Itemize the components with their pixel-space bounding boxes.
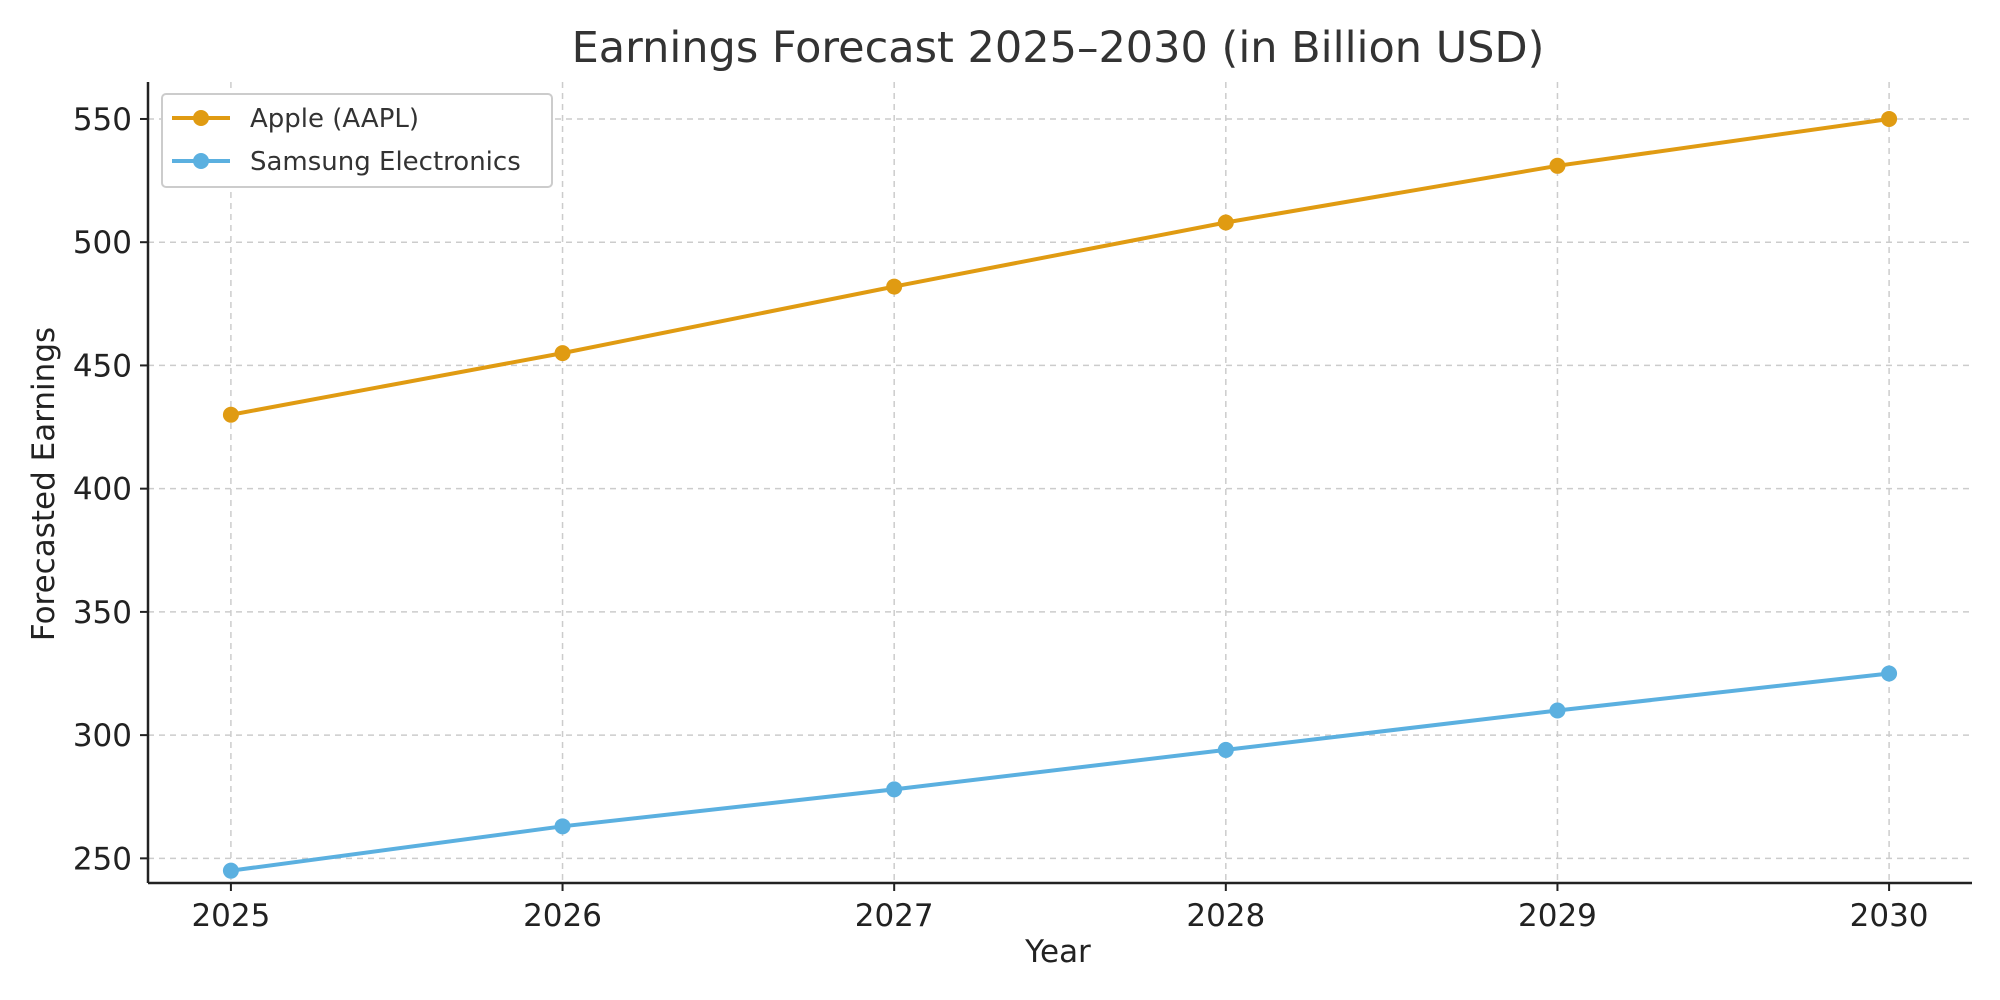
data-point	[886, 278, 903, 295]
data-point	[886, 781, 903, 798]
data-point	[1881, 110, 1898, 127]
y-tick-label: 300	[73, 718, 132, 754]
data-point	[1217, 214, 1234, 231]
data-point	[1217, 741, 1234, 758]
data-point	[222, 406, 239, 423]
x-axis-label: Year	[1024, 934, 1091, 970]
x-tick-label: 2029	[1518, 898, 1597, 934]
legend-swatch-marker-apple	[193, 110, 209, 126]
x-tick-label: 2030	[1850, 898, 1929, 934]
x-tick-label: 2026	[523, 898, 602, 934]
y-tick-label: 500	[73, 225, 132, 261]
y-tick-label: 400	[73, 472, 132, 508]
data-point	[554, 818, 571, 835]
y-tick-label: 250	[73, 841, 132, 877]
y-axis-label: Forecasted Earnings	[26, 327, 62, 641]
x-tick-label: 2025	[191, 898, 270, 934]
x-tick-label: 2028	[1186, 898, 1265, 934]
series-line-1	[228, 671, 1892, 873]
y-tick-label: 550	[73, 102, 132, 138]
data-point	[1881, 665, 1898, 682]
data-point	[554, 345, 571, 362]
x-tick-label: 2027	[855, 898, 934, 934]
legend-swatch-marker-samsung	[193, 153, 209, 169]
y-tick-label: 350	[73, 595, 132, 631]
grid	[148, 82, 1972, 883]
y-tick-label: 450	[73, 348, 132, 384]
axes	[140, 82, 1972, 891]
chart-title: Earnings Forecast 2025–2030 (in Billion …	[572, 23, 1545, 73]
series-layer	[222, 110, 1898, 879]
legend-label-samsung: Samsung Electronics	[250, 147, 521, 177]
legend-box	[161, 93, 553, 188]
data-point	[222, 862, 239, 879]
tick-labels: 2025 2026 2027 2028 2029 2030 250 300 350 400 450 5…	[73, 102, 1929, 934]
data-point	[1549, 702, 1566, 719]
series-line-0	[228, 116, 1892, 417]
data-point	[1549, 157, 1566, 174]
legend-label-apple: Apple (AAPL)	[250, 104, 419, 134]
legend: Apple (AAPL) Samsung Electronics	[161, 93, 553, 188]
